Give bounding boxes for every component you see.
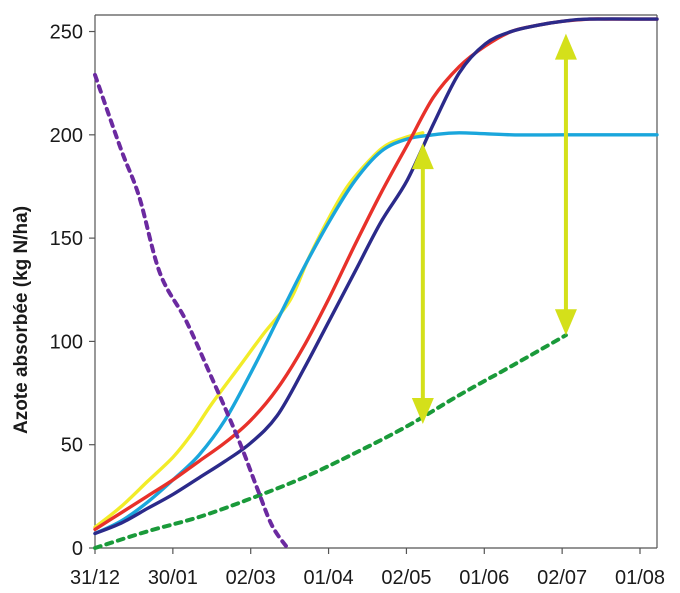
series-line-2: [93, 131, 659, 536]
series-line-5: [93, 333, 568, 550]
y-tick-label: 100: [50, 331, 83, 353]
x-tick-label: 01/06: [459, 567, 509, 589]
x-ticks: 31/12 30/01 02/03 01/04 02/05 01/06 02/07 01/08: [70, 548, 665, 589]
series-line-4: [93, 17, 659, 536]
x-tick-label: 02/03: [226, 567, 276, 589]
series-line-3: [93, 17, 659, 532]
y-tick-label: 200: [50, 125, 83, 147]
x-tick-label: 02/05: [381, 567, 431, 589]
x-tick-label: 01/04: [304, 567, 354, 589]
x-tick-label: 01/08: [615, 567, 665, 589]
arrow-head-down: [411, 398, 434, 425]
chart-axes: [94, 14, 658, 549]
arrow-head-up: [554, 33, 577, 60]
arrow-layer: [411, 33, 577, 425]
double-arrow-2: [554, 33, 577, 336]
x-tick-label: 30/01: [148, 567, 198, 589]
arrow-head-down: [554, 309, 577, 336]
y-ticks: 0 50 100 150 200 250: [50, 22, 95, 560]
x-tick-label: 31/12: [70, 567, 120, 589]
x-tick-label: 02/07: [537, 567, 587, 589]
series-layer: [93, 17, 659, 550]
y-tick-label: 150: [50, 228, 83, 250]
y-tick-label: 250: [50, 22, 83, 44]
double-arrow-1: [411, 143, 434, 425]
series-line-6: [93, 72, 290, 550]
y-tick-label: 50: [61, 435, 83, 457]
y-tick-label: 0: [72, 538, 83, 560]
series-line-1: [93, 131, 425, 529]
y-axis-title: Azote absorbée (kg N/ha): [11, 206, 32, 434]
arrow-head-up: [411, 143, 434, 170]
